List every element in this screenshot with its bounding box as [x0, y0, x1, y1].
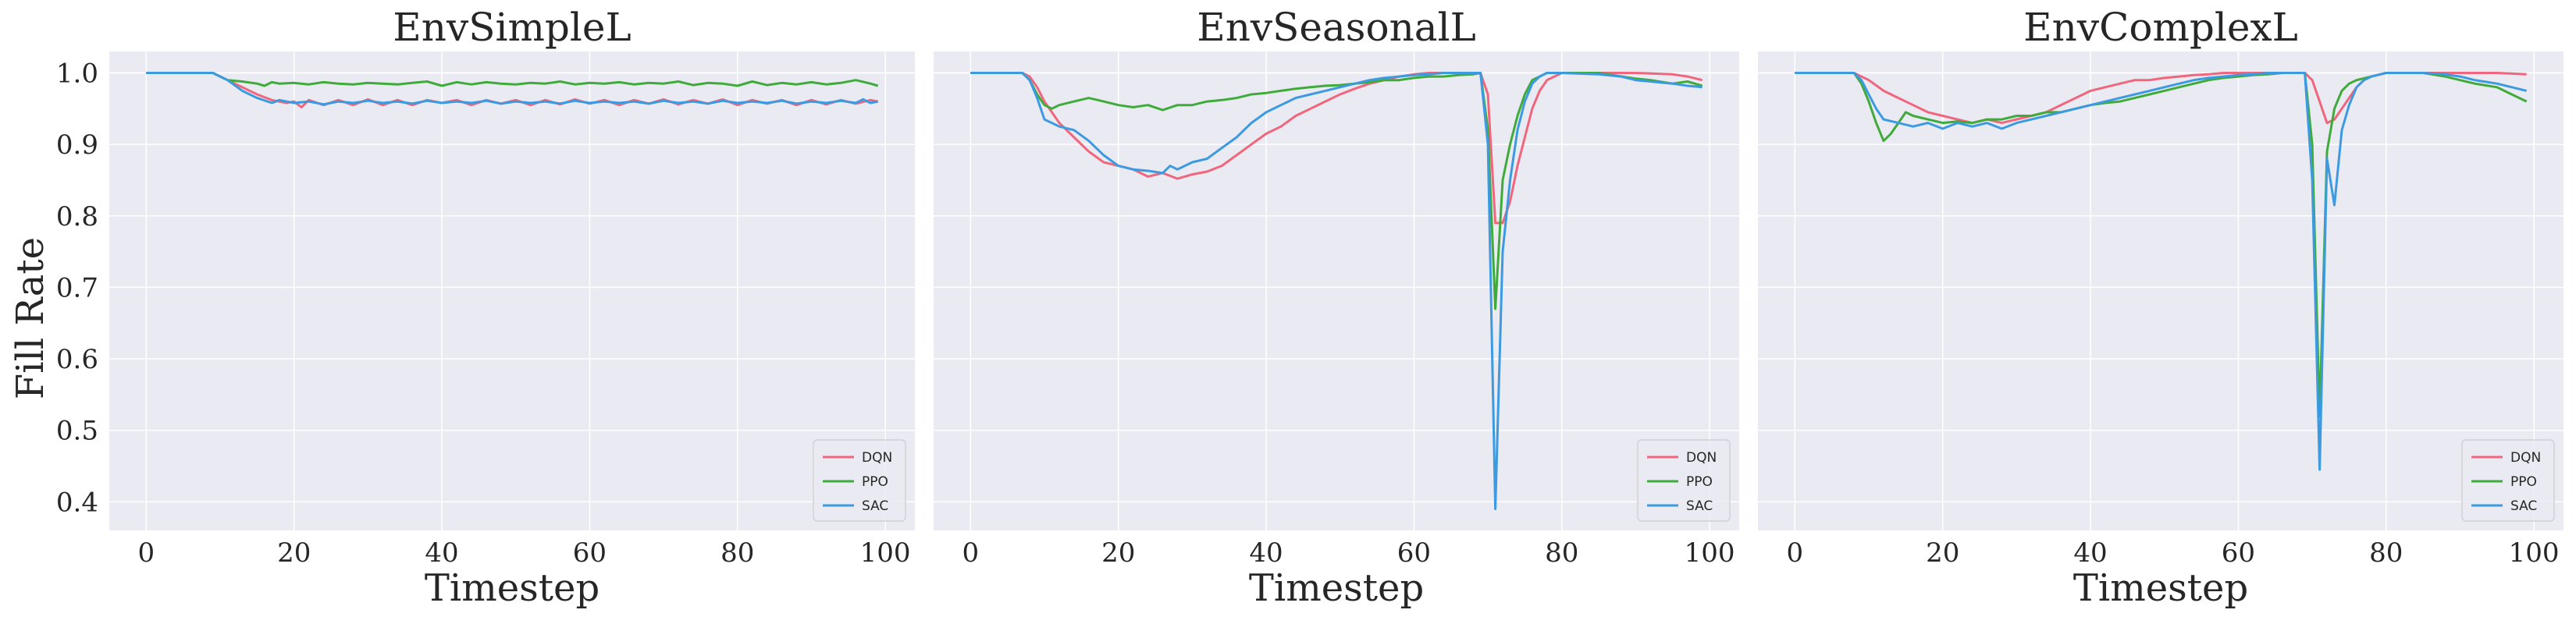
x-tick-label: 40: [1249, 537, 1283, 569]
legend-label-dqn: DQN: [862, 450, 892, 466]
x-axis-label: Timestep: [425, 566, 600, 610]
y-tick-label: 0.9: [56, 129, 98, 161]
legend-box: [2461, 439, 2555, 522]
series-line-ppo: [1795, 72, 2528, 417]
legend-label-sac: SAC: [862, 498, 888, 514]
plot-area: [109, 51, 915, 530]
legend-label-dqn: DQN: [2510, 450, 2541, 466]
legend-label-sac: SAC: [2510, 498, 2537, 514]
x-tick-label: 0: [962, 537, 980, 569]
x-tick-label: 20: [277, 537, 311, 569]
panel-3: EnvComplexL 0 20 40 60 80 100 Timestep DQN PPO SAC: [1758, 5, 2564, 610]
x-tick-label: 100: [2509, 537, 2560, 569]
x-tick-label: 40: [2073, 537, 2107, 569]
y-axis-label: Fill Rate: [9, 237, 52, 399]
panel-title: EnvSimpleL: [393, 5, 631, 50]
x-tick-label: 0: [1787, 537, 1804, 569]
legend-label-ppo: PPO: [1686, 474, 1713, 490]
legend: DQN PPO SAC: [2461, 439, 2555, 522]
legend-label-ppo: PPO: [862, 474, 888, 490]
plot-area: [1758, 51, 2564, 530]
x-tick-label: 20: [1926, 537, 1959, 569]
legend: DQN PPO SAC: [813, 439, 906, 522]
y-tick-label: 0.8: [56, 201, 98, 232]
x-tick-label: 100: [860, 537, 911, 569]
panel-1: EnvSimpleL 0 20 40 60 80 100 0.4 0.5 0.6 0.7 0.8 0.9…: [56, 5, 915, 610]
panels: EnvSimpleL 0 20 40 60 80 100 0.4 0.5 0.6 0.7 0.8 0.9…: [56, 5, 2564, 610]
x-tick-label: 20: [1101, 537, 1135, 569]
series-line-dqn: [1795, 72, 2527, 125]
x-tick-label: 60: [2222, 537, 2255, 569]
y-tick-label: 0.6: [56, 344, 98, 375]
x-tick-label: 60: [1397, 537, 1431, 569]
x-tick-label: 60: [573, 537, 607, 569]
x-tick-label: 80: [1545, 537, 1578, 569]
x-tick-label: 0: [138, 537, 155, 569]
x-tick-label: 80: [2369, 537, 2403, 569]
x-tick-label: 80: [720, 537, 754, 569]
series-line-ppo: [146, 72, 879, 87]
panel-2: EnvSeasonalL 0 20 40 60 80 100 Timestep DQN PPO SA…: [934, 5, 1739, 610]
y-tick-label: 0.7: [56, 272, 98, 303]
legend-label-ppo: PPO: [2510, 474, 2537, 490]
x-tick-label: 100: [1685, 537, 1735, 569]
legend-label-dqn: DQN: [1686, 450, 1717, 466]
x-tick-label: 40: [425, 537, 458, 569]
series-line-dqn: [970, 72, 1703, 225]
panel-title: EnvComplexL: [2023, 5, 2298, 50]
x-axis-label: Timestep: [1249, 566, 1424, 610]
x-axis-label: Timestep: [2073, 566, 2248, 610]
series-line-sac: [146, 72, 878, 106]
legend-box: [813, 439, 906, 522]
legend: DQN PPO SAC: [1637, 439, 1731, 522]
y-tick-label: 1.0: [56, 58, 98, 89]
series-line-ppo: [970, 72, 1703, 310]
series-line-sac: [1795, 72, 2528, 471]
legend-label-sac: SAC: [1686, 498, 1713, 514]
series-line-sac: [970, 72, 1703, 510]
panel-title: EnvSeasonalL: [1197, 5, 1476, 50]
y-tick-label: 0.4: [56, 487, 98, 518]
y-tick-label: 0.5: [56, 416, 98, 447]
legend-box: [1637, 439, 1731, 522]
